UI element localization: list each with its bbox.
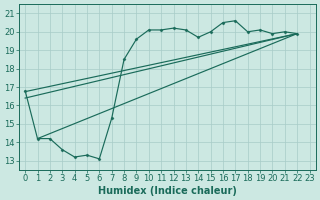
X-axis label: Humidex (Indice chaleur): Humidex (Indice chaleur) bbox=[98, 186, 237, 196]
